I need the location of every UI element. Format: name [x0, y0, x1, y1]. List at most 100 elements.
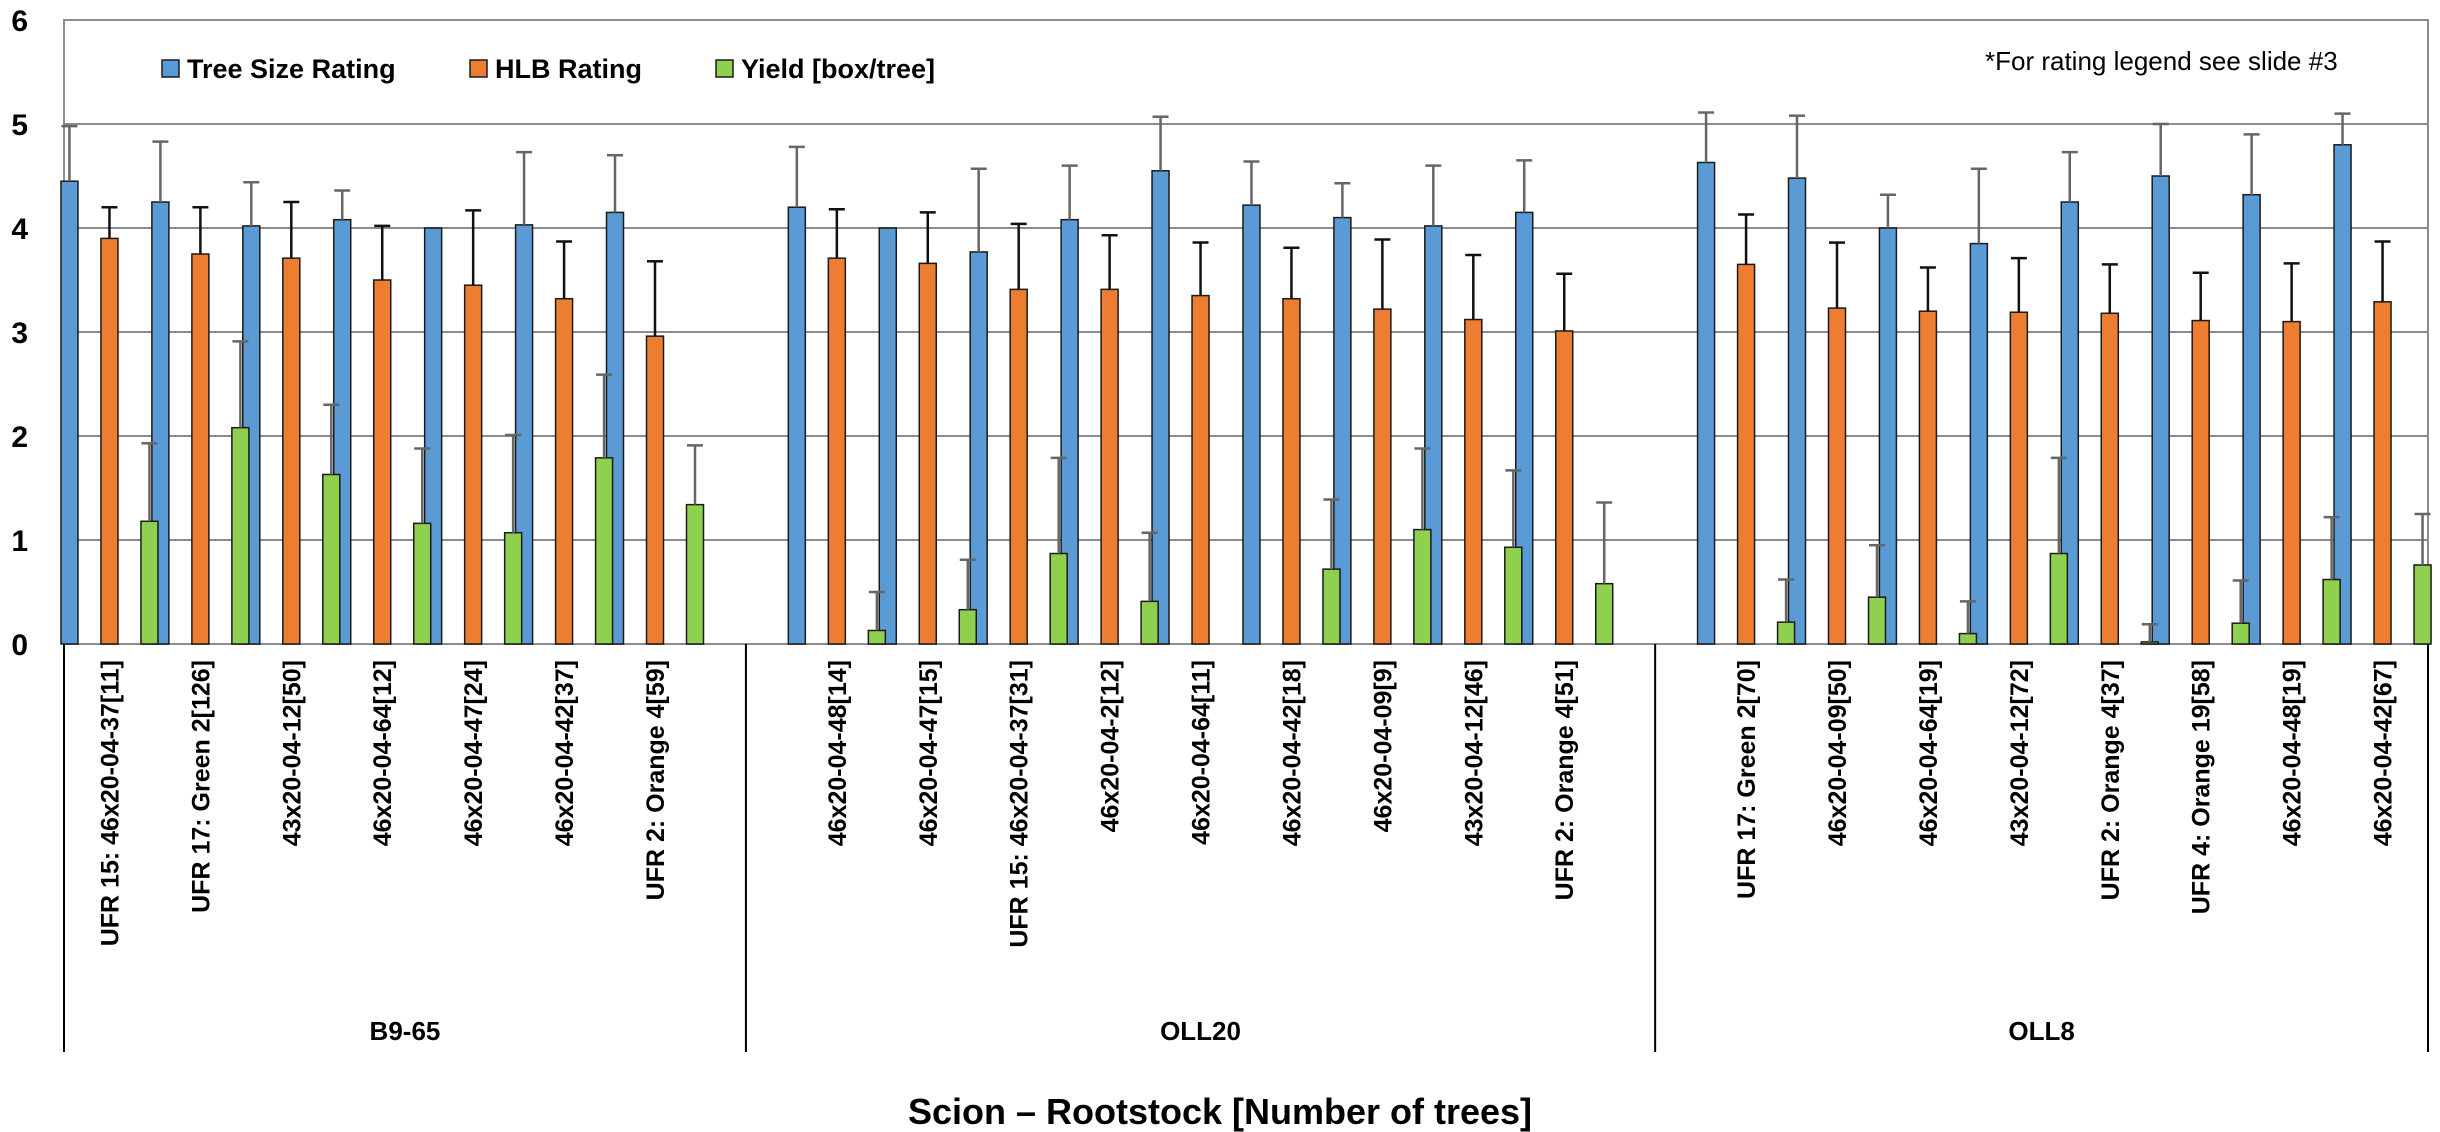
bar-yield-box-tree — [1958, 632, 1978, 645]
bar-hlb-rating — [1009, 288, 1028, 645]
x-tick-label: UFR 15: 46x20-04-37[31] — [1006, 660, 1034, 948]
x-tick-label: 46x20-04-09[50] — [1824, 660, 1852, 846]
bar-tree-size-rating — [1878, 227, 1898, 645]
y-tick-label: 5 — [11, 109, 28, 142]
x-tick-label: 46x20-04-47[15] — [915, 660, 943, 846]
legend-swatch — [715, 59, 734, 78]
bar-tree-size-rating — [2242, 193, 2261, 645]
bar-yield-box-tree — [412, 522, 432, 645]
x-tick-label: 46x20-04-2[12] — [1097, 660, 1125, 832]
x-tick-label: UFR 2: Orange 4[51] — [1551, 660, 1579, 900]
legend-label: Yield [box/tree] — [741, 54, 935, 84]
bar-yield-box-tree — [1594, 582, 1614, 645]
bar-yield-box-tree — [1867, 596, 1887, 645]
bar-hlb-rating — [1827, 307, 1847, 645]
x-tick-label: UFR 17: Green 2[126] — [187, 660, 215, 913]
y-tick-label: 6 — [11, 5, 28, 38]
bar-tree-size-rating — [2151, 175, 2170, 645]
y-tick-label: 3 — [11, 317, 28, 350]
y-tick-label: 1 — [11, 525, 28, 558]
legend: Tree Size Rating HLB Rating Yield [box/tre… — [161, 54, 935, 84]
group-label: OLL20 — [1160, 1016, 1241, 1046]
bar-tree-size-rating — [787, 206, 807, 645]
bar-yield-box-tree — [503, 531, 523, 645]
bar-hlb-rating — [463, 284, 483, 645]
bar-yield-box-tree — [1413, 528, 1432, 645]
bar-hlb-rating — [2009, 311, 2029, 645]
x-tick-label: 46x20-04-42[37] — [551, 660, 579, 846]
bar-yield-box-tree — [685, 503, 705, 645]
bar-yield-box-tree — [867, 629, 887, 645]
bar-hlb-rating — [372, 279, 392, 645]
x-tick-label: 43x20-04-12[72] — [2006, 660, 2034, 846]
x-tick-label: 46x20-04-64[19] — [1915, 660, 1943, 846]
x-tick-label: UFR 2: Orange 4[37] — [2097, 660, 2125, 900]
bar-tree-size-rating — [1151, 170, 1170, 645]
bar-yield-box-tree — [1776, 621, 1796, 645]
bar-hlb-rating — [1554, 330, 1574, 645]
bar-yield-box-tree — [2322, 578, 2341, 645]
bar-hlb-rating — [191, 253, 210, 645]
error-bars — [61, 111, 2431, 642]
bar-hlb-rating — [1736, 263, 1756, 645]
bar-yield-box-tree — [2413, 564, 2432, 645]
x-tick-label: 43x20-04-12[46] — [1460, 660, 1488, 846]
bar-tree-size-rating — [60, 180, 79, 645]
x-tick-label: 46x20-04-42[67] — [2370, 660, 2398, 846]
bar-yield-box-tree — [594, 457, 614, 645]
x-tick-label: UFR 17: Green 2[70] — [1733, 660, 1761, 899]
x-tick-label: 46x20-04-48[14] — [824, 660, 852, 846]
bar-hlb-rating — [2373, 301, 2392, 645]
x-tick-label: 46x20-04-64[12] — [369, 660, 397, 846]
x-tick-label: 46x20-04-09[9] — [1369, 660, 1397, 832]
bar-hlb-rating — [2282, 320, 2301, 645]
bar-yield-box-tree — [2049, 552, 2069, 645]
bar-yield-box-tree — [958, 608, 978, 645]
bar-yield-box-tree — [2140, 641, 2160, 645]
legend-label: Tree Size Rating — [187, 54, 396, 84]
bar-hlb-rating — [1373, 308, 1392, 645]
x-tick-label: 46x20-04-64[11] — [1188, 660, 1216, 845]
y-tick-label: 0 — [11, 629, 28, 662]
x-tick-label: UFR 2: Orange 4[59] — [642, 660, 670, 900]
x-axis: UFR 15: 46x20-04-37[11] UFR 17: Green 2[1… — [63, 644, 2429, 1052]
bar-hlb-rating — [827, 257, 847, 645]
bar-hlb-rating — [645, 335, 665, 645]
rating-legend-note: *For rating legend see slide #3 — [1985, 46, 2338, 76]
legend-label: HLB Rating — [495, 54, 642, 84]
bar-tree-size-rating — [2333, 144, 2352, 645]
bar-hlb-rating — [282, 257, 301, 645]
bar-yield-box-tree — [1140, 600, 1159, 645]
x-tick-label: 46x20-04-48[19] — [2279, 660, 2307, 846]
y-tick-label: 2 — [11, 421, 28, 454]
bar-yield-box-tree — [1504, 546, 1523, 645]
bar-hlb-rating — [1282, 297, 1301, 645]
bar-hlb-rating — [554, 297, 574, 645]
bar-yield-box-tree — [322, 473, 341, 645]
bar-hlb-rating — [2191, 319, 2210, 645]
bar-hlb-rating — [1464, 318, 1483, 645]
bar-tree-size-rating — [1696, 161, 1716, 645]
x-axis-title: Scion – Rootstock [Number of trees] — [908, 1091, 1532, 1132]
bar-yield-box-tree — [140, 520, 159, 645]
group-label: B9-65 — [370, 1016, 441, 1046]
bar-tree-size-rating — [878, 227, 898, 645]
x-tick-label: 46x20-04-42[18] — [1278, 660, 1306, 846]
bar-hlb-rating — [100, 237, 119, 645]
bar-hlb-rating — [1191, 294, 1210, 645]
x-tick-label: UFR 4: Orange 19[58] — [2188, 660, 2216, 914]
x-tick-label: UFR 15: 46x20-04-37[11] — [96, 660, 124, 946]
bar-tree-size-rating — [1969, 242, 1989, 645]
x-tick-label: 43x20-04-12[50] — [278, 660, 306, 846]
bar-hlb-rating — [918, 262, 938, 645]
bar-yield-box-tree — [2231, 622, 2250, 645]
legend-swatch — [161, 59, 180, 78]
bar-yield-box-tree — [1322, 568, 1341, 645]
bar-tree-size-rating — [969, 251, 988, 645]
group-label: OLL8 — [2008, 1016, 2074, 1046]
x-tick-label: 46x20-04-47[24] — [460, 660, 488, 846]
bar-tree-size-rating — [1242, 204, 1261, 645]
bar-yield-box-tree — [231, 426, 250, 645]
bar-hlb-rating — [1918, 310, 1938, 645]
bars — [60, 144, 2432, 645]
